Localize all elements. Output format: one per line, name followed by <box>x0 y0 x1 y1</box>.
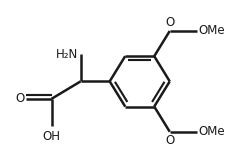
Text: O: O <box>165 16 174 29</box>
Text: H₂N: H₂N <box>55 48 78 61</box>
Text: O: O <box>165 134 174 147</box>
Text: OMe: OMe <box>199 24 225 38</box>
Text: OH: OH <box>43 130 61 143</box>
Text: OMe: OMe <box>199 125 225 138</box>
Text: O: O <box>15 92 24 105</box>
